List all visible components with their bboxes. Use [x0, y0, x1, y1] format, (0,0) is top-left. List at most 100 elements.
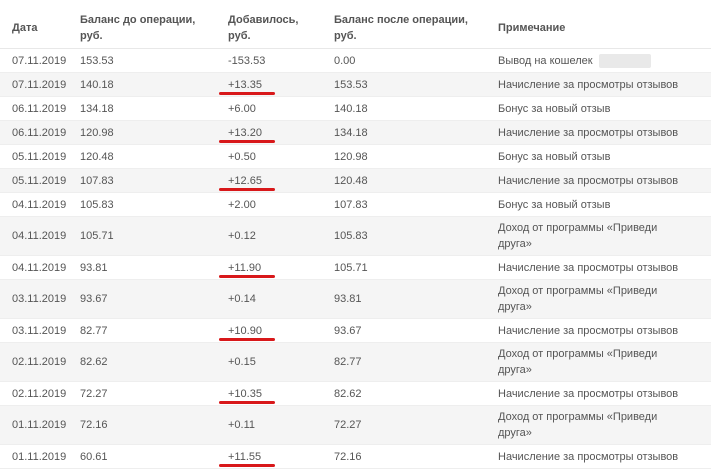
cell-note: Бонус за новый отзыв [498, 197, 698, 213]
cell-note-line1: Доход от программы «Приведи [498, 348, 658, 360]
cell-balance-before: 134.18 [80, 103, 114, 115]
cell-note: Начисление за просмотры отзывов [498, 323, 698, 339]
header-added-line1: Добавилось, [228, 14, 299, 26]
cell-note-line1: Начисление за просмотры отзывов [498, 262, 679, 274]
header-balance-before-line1: Баланс до операции, [80, 14, 196, 26]
cell-note: Вывод на кошелек [498, 53, 698, 69]
header-balance-before-line2: руб. [80, 30, 103, 42]
redacted-wallet [598, 54, 651, 69]
cell-date: 02.11.2019 [12, 388, 67, 400]
highlight-underline [219, 338, 275, 341]
table-row: 07.11.2019 140.18 +13.35 153.53 Начисление з… [0, 73, 711, 97]
cell-balance-after: 72.16 [334, 451, 362, 463]
cell-balance-after: 93.67 [334, 325, 362, 337]
table-row: 01.11.2019 60.61 +11.55 72.16 Начисление за … [0, 445, 711, 469]
highlight-underline [219, 464, 275, 467]
cell-balance-after: 0.00 [334, 55, 356, 67]
cell-added: +0.14 [228, 293, 256, 305]
cell-note-line1: Бонус за новый отзыв [498, 103, 611, 115]
cell-balance-after: 107.83 [334, 199, 368, 211]
table-row: 03.11.2019 82.77 +10.90 93.67 Начисление за … [0, 319, 711, 343]
cell-balance-after: 105.83 [334, 230, 368, 242]
cell-balance-after: 72.27 [334, 419, 362, 431]
cell-note-line1: Бонус за новый отзыв [498, 199, 611, 211]
table-row: 01.11.2019 72.16 +0.11 72.27 Доход от програ… [0, 406, 711, 445]
cell-note: Начисление за просмотры отзывов [498, 260, 698, 276]
cell-note-line1: Доход от программы «Приведи [498, 222, 658, 234]
cell-note: Доход от программы «Приведи друга» [498, 409, 698, 441]
cell-added: +13.35 [228, 79, 262, 91]
highlight-underline [219, 188, 275, 191]
table-row: 04.11.2019 105.71 +0.12 105.83 Доход от прог… [0, 217, 711, 256]
cell-note-line1: Вывод на кошелек [498, 55, 593, 67]
cell-balance-after: 105.71 [334, 262, 368, 274]
cell-note-line1: Начисление за просмотры отзывов [498, 127, 679, 139]
cell-added: +13.20 [228, 127, 262, 139]
cell-balance-after: 120.48 [334, 175, 368, 187]
header-balance-after-line2: руб. [334, 30, 357, 42]
cell-note-line1: Начисление за просмотры отзывов [498, 325, 679, 337]
cell-added: +10.90 [228, 325, 262, 337]
header-date: Дата [12, 22, 38, 34]
cell-balance-after: 153.53 [334, 79, 368, 91]
cell-added: +6.00 [228, 103, 256, 115]
cell-added: +0.15 [228, 356, 256, 368]
cell-balance-after: 82.62 [334, 388, 362, 400]
cell-date: 07.11.2019 [12, 55, 67, 67]
cell-date: 04.11.2019 [12, 199, 67, 211]
cell-note: Доход от программы «Приведи друга» [498, 283, 698, 315]
cell-note: Начисление за просмотры отзывов [498, 173, 698, 189]
cell-added: +11.90 [228, 262, 262, 274]
cell-added: +11.55 [228, 451, 262, 463]
cell-balance-before: 105.71 [80, 230, 114, 242]
cell-date: 05.11.2019 [12, 151, 67, 163]
cell-date: 03.11.2019 [12, 325, 67, 337]
cell-balance-before: 72.16 [80, 419, 108, 431]
cell-note: Доход от программы «Приведи друга» [498, 346, 698, 378]
table-row: 05.11.2019 107.83 +12.65 120.48 Начисление з… [0, 169, 711, 193]
cell-note: Начисление за просмотры отзывов [498, 125, 698, 141]
cell-balance-after: 140.18 [334, 103, 368, 115]
cell-note: Начисление за просмотры отзывов [498, 386, 698, 402]
table-row: 02.11.2019 82.62 +0.15 82.77 Доход от програ… [0, 343, 711, 382]
cell-balance-after: 120.98 [334, 151, 368, 163]
cell-balance-before: 93.81 [80, 262, 108, 274]
cell-note: Бонус за новый отзыв [498, 101, 698, 117]
header-note: Примечание [498, 22, 566, 34]
cell-balance-before: 105.83 [80, 199, 114, 211]
cell-note: Бонус за новый отзыв [498, 149, 698, 165]
cell-added: +0.12 [228, 230, 256, 242]
highlight-underline [219, 140, 275, 143]
cell-note-line2: друга» [498, 238, 532, 250]
cell-date: 02.11.2019 [12, 356, 67, 368]
cell-balance-after: 134.18 [334, 127, 368, 139]
table-row: 06.11.2019 134.18 +6.00 140.18 Бонус за новы… [0, 97, 711, 121]
cell-date: 01.11.2019 [12, 451, 67, 463]
cell-note-line2: друга» [498, 301, 532, 313]
cell-note-line2: друга» [498, 427, 532, 439]
highlight-underline [219, 275, 275, 278]
header-added: Добавилось, руб. [228, 12, 298, 44]
cell-balance-before: 120.48 [80, 151, 114, 163]
table-row: 02.11.2019 72.27 +10.35 82.62 Начисление за … [0, 382, 711, 406]
header-balance-after-line1: Баланс после операции, [334, 14, 468, 26]
cell-date: 07.11.2019 [12, 79, 67, 91]
table-header: Дата Баланс до операции, руб. Добавилось… [0, 0, 711, 49]
cell-note-line1: Начисление за просмотры отзывов [498, 388, 679, 400]
cell-added: -153.53 [228, 55, 266, 67]
cell-balance-after: 82.77 [334, 356, 362, 368]
cell-balance-before: 60.61 [80, 451, 108, 463]
cell-note-line1: Начисление за просмотры отзывов [498, 175, 679, 187]
highlight-underline [219, 92, 275, 95]
cell-balance-before: 93.67 [80, 293, 108, 305]
cell-added: +2.00 [228, 199, 256, 211]
cell-date: 05.11.2019 [12, 175, 67, 187]
cell-balance-before: 140.18 [80, 79, 114, 91]
cell-note-line1: Начисление за просмотры отзывов [498, 451, 679, 463]
cell-balance-before: 72.27 [80, 388, 108, 400]
cell-balance-before: 107.83 [80, 175, 114, 187]
cell-date: 04.11.2019 [12, 230, 67, 242]
cell-date: 06.11.2019 [12, 103, 67, 115]
cell-balance-before: 82.77 [80, 325, 108, 337]
cell-note: Начисление за просмотры отзывов [498, 77, 698, 93]
